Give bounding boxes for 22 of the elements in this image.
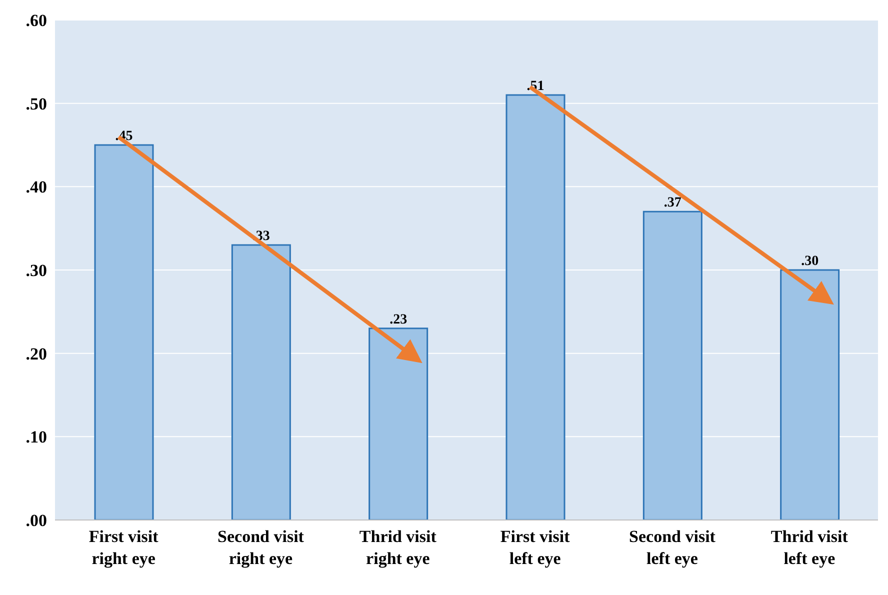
bar xyxy=(368,328,428,520)
x-tick-label: Thrid visit left eye xyxy=(770,527,848,568)
bar xyxy=(231,244,291,520)
x-tick-label: First visit left eye xyxy=(500,527,570,568)
y-tick-label: .20 xyxy=(26,344,47,364)
x-tick-label: First visit right eye xyxy=(88,527,159,568)
data-label: .30 xyxy=(801,254,819,269)
y-tick-label: .10 xyxy=(26,428,47,447)
bar xyxy=(642,210,702,520)
y-tick-label: .00 xyxy=(26,511,47,530)
x-tick-label: Thrid visit right eye xyxy=(359,527,437,568)
x-tick-label: Second visit right eye xyxy=(218,527,304,568)
x-tick-label: Second visit left eye xyxy=(629,527,716,568)
y-tick-label: .30 xyxy=(26,261,47,280)
bar xyxy=(780,269,840,520)
bar xyxy=(94,144,154,520)
y-tick-label: .40 xyxy=(26,178,47,197)
y-tick-label: .60 xyxy=(26,11,47,30)
y-tick-label: .50 xyxy=(26,94,47,114)
bar xyxy=(506,94,566,520)
data-label: .37 xyxy=(664,196,682,211)
data-label: .23 xyxy=(390,312,408,328)
